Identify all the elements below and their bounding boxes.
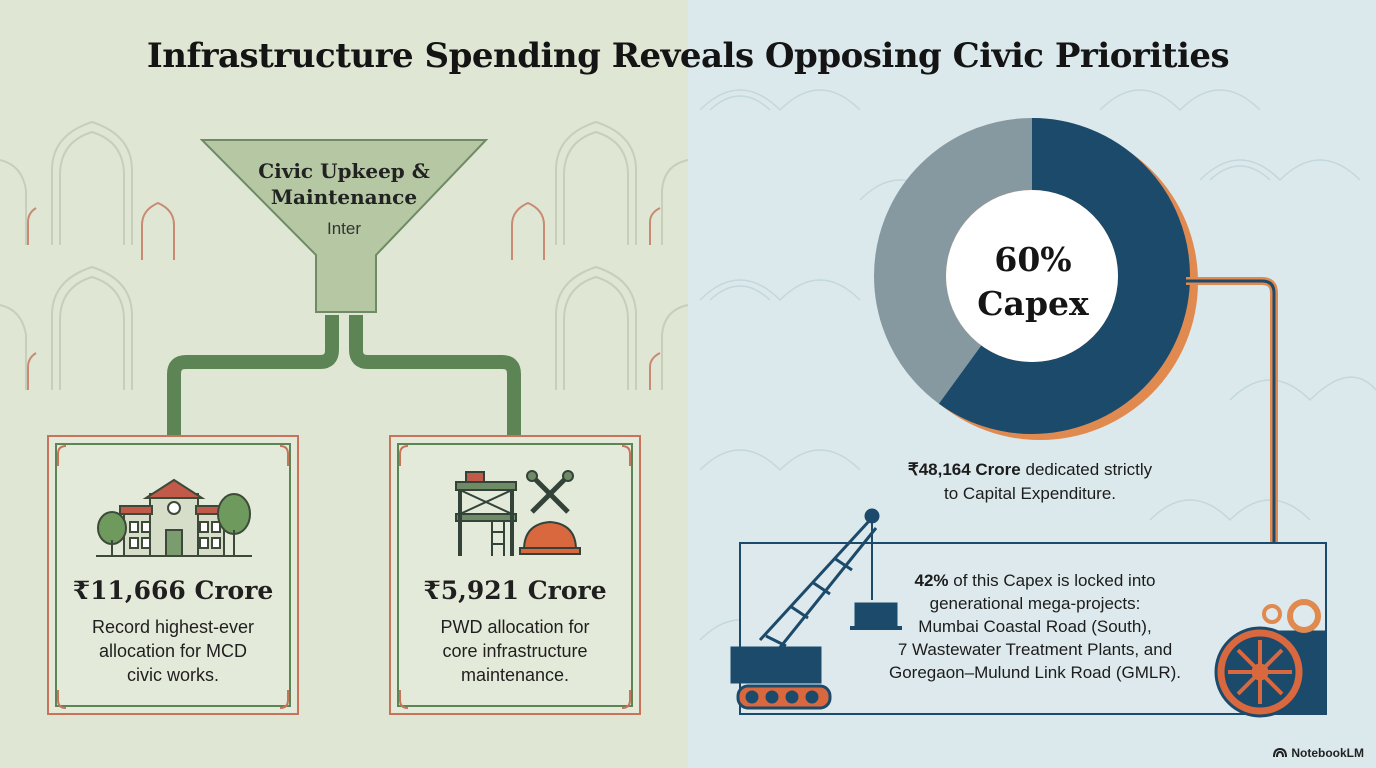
notebooklm-logo-icon [1273, 748, 1288, 758]
connector-arrow [1186, 277, 1287, 567]
capex-note-rest: dedicated strictly [1020, 460, 1153, 479]
capex-note-line1: ₹48,164 Crore dedicated strictly [860, 458, 1200, 482]
crane-icon [730, 508, 902, 710]
page-title: Infrastructure Spending Reveals Opposing… [146, 36, 1230, 76]
scaffold-tools-icon [455, 470, 581, 556]
funnel-subtitle: Inter [326, 219, 362, 238]
donut-percent: 60% [994, 240, 1072, 279]
arch-accent-pattern [27, 201, 661, 390]
card-desc-line: allocation for MCD [98, 641, 248, 661]
megaproject-text: 42% of this Capex is locked into generat… [850, 569, 1220, 684]
funnel-title-line2: Maintenance [270, 185, 418, 209]
card-desc-line: civic works. [126, 665, 219, 685]
megaproject-line4: 7 Wastewater Treatment Plants, and [897, 640, 1173, 659]
funnel-title-line1: Civic Upkeep & [258, 159, 430, 183]
megaproject-line3: Mumbai Coastal Road (South), [918, 617, 1152, 636]
card-desc-line: Record highest-ever [91, 617, 255, 637]
funnel-pipes [167, 315, 521, 435]
brand-name: NotebookLM [1291, 746, 1364, 760]
card-desc-line: core infrastructure [442, 641, 588, 661]
donut-segment-capex [874, 118, 1190, 434]
tunnel-boring-machine-icon [1214, 599, 1326, 718]
civic-building-icon [96, 478, 252, 557]
donut-caption: Capex [977, 284, 1089, 323]
arch-pattern [0, 120, 689, 390]
megaproject-percent: 42% [914, 571, 949, 590]
card-amount-pwd: ₹5,921 Crore [423, 576, 607, 605]
card-desc-mcd: Record highest-ever allocation for MCD c… [53, 615, 293, 687]
megaproject-line5: Goregaon–Mulund Link Road (GMLR). [889, 663, 1181, 682]
capex-note: ₹48,164 Crore dedicated strictly to Capi… [860, 458, 1200, 506]
megaproject-line1-rest: of this Capex is locked into [948, 571, 1156, 590]
capex-amount: ₹48,164 Crore [907, 460, 1021, 479]
card-amount-mcd: ₹11,666 Crore [72, 576, 274, 605]
capex-note-line2: to Capital Expenditure. [944, 484, 1116, 503]
megaproject-line2: generational mega-projects: [929, 594, 1141, 613]
brand-badge: NotebookLM [1273, 746, 1364, 760]
funnel-shape [199, 139, 489, 313]
megaproject-line1: 42% of this Capex is locked into [850, 569, 1220, 592]
donut-chart [874, 118, 1198, 440]
donut-center-label: 60% Capex [946, 238, 1120, 326]
card-desc-pwd: PWD allocation for core infrastructure m… [395, 615, 635, 687]
card-desc-line: maintenance. [460, 665, 570, 685]
funnel-title: Civic Upkeep & Maintenance [228, 158, 460, 210]
card-desc-line: PWD allocation for [440, 617, 590, 637]
